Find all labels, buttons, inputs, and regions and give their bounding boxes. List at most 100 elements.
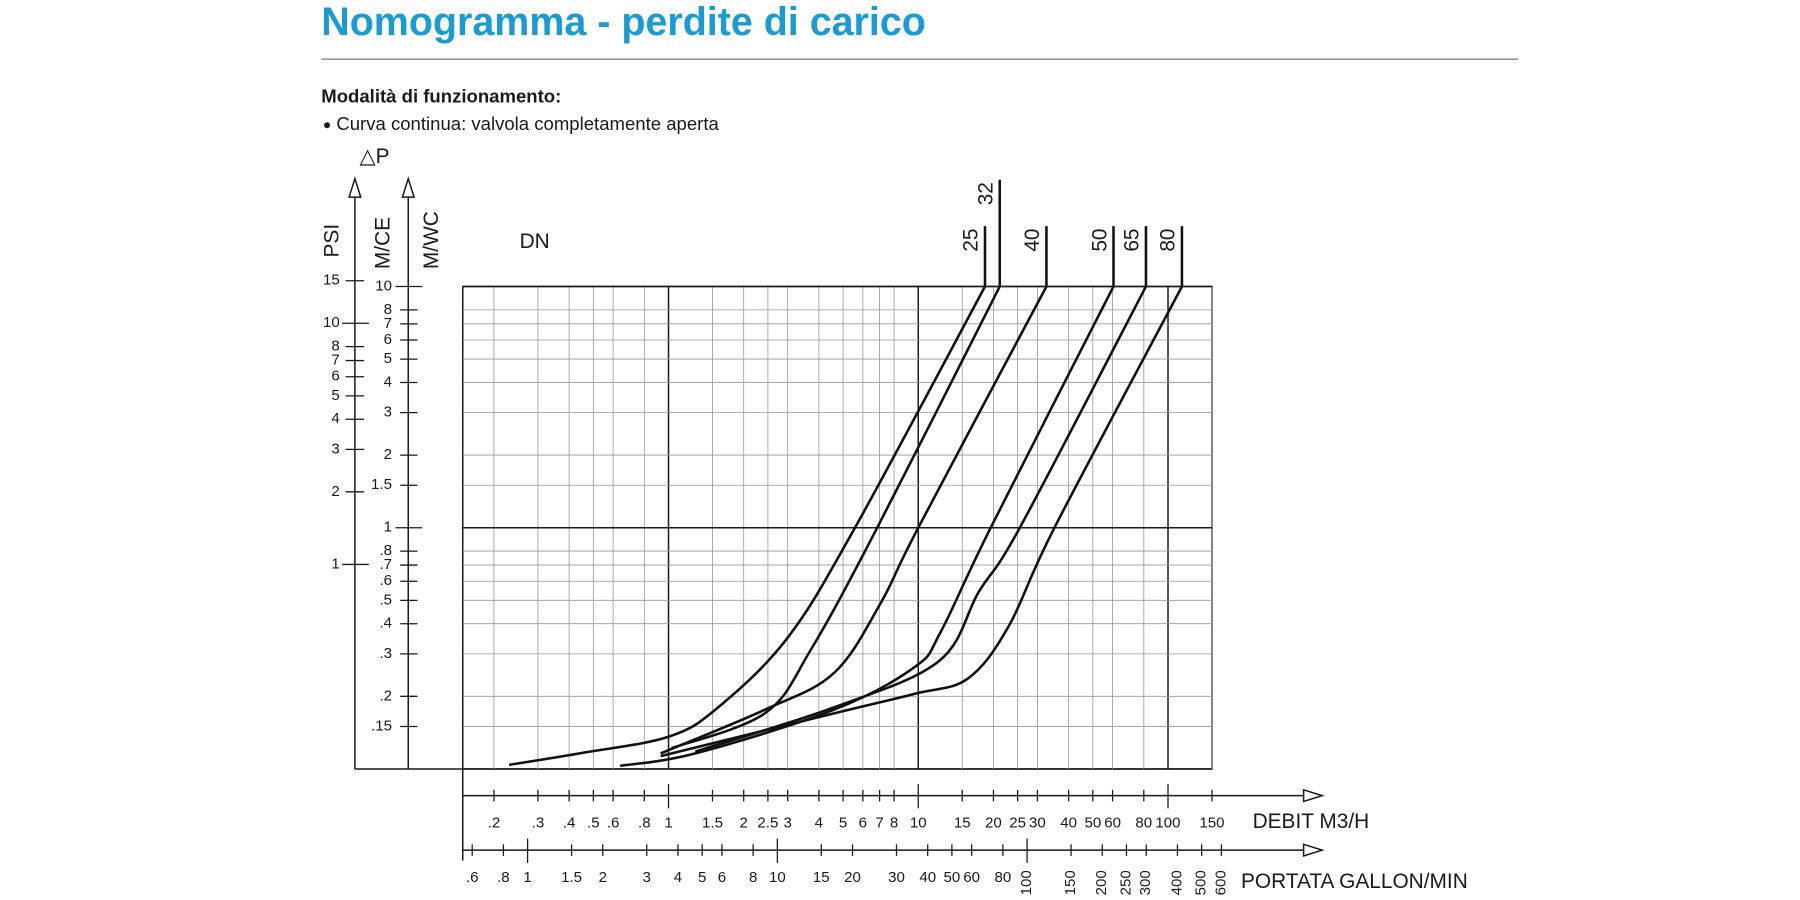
x-tick-label: .5 <box>587 814 600 831</box>
dn-curve <box>508 285 987 767</box>
dn-curve <box>694 285 1148 753</box>
y-tick-label: .7 <box>379 556 392 573</box>
y2-axis-label: PSI <box>320 224 343 258</box>
x2-tick-label: 200 <box>1093 870 1110 895</box>
x2-tick-label: 500 <box>1193 870 1210 895</box>
page-title: Nomogramma - perdite di carico <box>321 0 926 44</box>
y-tick-label: .4 <box>379 615 392 632</box>
dn-label: 65 <box>1121 228 1144 251</box>
x-tick-label: 8 <box>890 814 898 831</box>
y2-tick-label: 6 <box>331 368 339 385</box>
x-tick-label: 4 <box>815 814 823 831</box>
x2-tick-label: 80 <box>994 869 1011 886</box>
y2-tick-label: 5 <box>331 387 339 404</box>
x2-tick-label: 50 <box>944 869 961 886</box>
x-tick-label: .6 <box>607 814 620 831</box>
x-tick-label: 15 <box>954 814 971 831</box>
y-tick-label: 8 <box>384 301 392 318</box>
x-tick-label: .3 <box>532 814 545 831</box>
x-tick-label: 20 <box>985 814 1002 831</box>
bullet-text: Curva continua: valvola completamente ap… <box>336 113 719 134</box>
x-tick-label: 3 <box>783 814 791 831</box>
x-tick-label: 2.5 <box>757 814 778 831</box>
y-tick-label: .8 <box>379 542 392 559</box>
dn-curve <box>660 285 1184 758</box>
x2-axis-label: PORTATA GALLON/MIN <box>1241 870 1468 893</box>
x2-tick-label: 1.5 <box>561 869 582 886</box>
y2-tick-label: 8 <box>331 338 339 355</box>
x-tick-label: 7 <box>875 814 883 831</box>
x2-tick-label: 40 <box>919 869 936 886</box>
x2-tick-label: 6 <box>718 869 726 886</box>
x2-tick-label: 300 <box>1137 870 1154 895</box>
y2-tick-label: 1 <box>331 555 339 572</box>
dn-label: 80 <box>1157 228 1180 251</box>
x2-tick-label: 20 <box>844 869 861 886</box>
x-tick-label: 10 <box>910 814 927 831</box>
x-tick-label: 30 <box>1029 814 1046 831</box>
x2-tick-label: 30 <box>888 869 905 886</box>
x-tick-label: .4 <box>563 814 576 831</box>
x-axis-label: DEBIT M3/H <box>1253 810 1370 833</box>
y2-tick-label: 15 <box>323 272 340 289</box>
y-axis-label: M/CE <box>371 217 394 269</box>
x-tick-label: 5 <box>839 814 847 831</box>
x2-tick-label: 3 <box>643 869 651 886</box>
x2-tick-label: 1 <box>523 869 531 886</box>
y-tick-label: 2 <box>384 446 392 463</box>
section-heading: Modalità di funzionamento: <box>321 85 561 106</box>
y2-tick-label: 10 <box>323 314 340 331</box>
y-tick-label: 10 <box>375 277 392 294</box>
dn-label: 25 <box>960 228 983 251</box>
x2-tick-label: 400 <box>1168 870 1185 895</box>
x-tick-label: 2 <box>740 814 748 831</box>
dn-label: 50 <box>1088 228 1111 251</box>
x-tick-label: 150 <box>1199 814 1224 831</box>
y2-tick-label: 4 <box>331 410 339 427</box>
x2-tick-label: 4 <box>674 869 682 886</box>
y-tick-label: .6 <box>379 572 392 589</box>
x2-tick-label: .6 <box>466 869 479 886</box>
y-tick-label: .3 <box>379 645 392 662</box>
x2-tick-label: 150 <box>1062 870 1079 895</box>
x-tick-label: 1 <box>664 814 672 831</box>
y-tick-label: 6 <box>384 331 392 348</box>
y-tick-label: .5 <box>379 591 392 608</box>
x2-tick-label: 5 <box>698 869 706 886</box>
y-tick-label: 1.5 <box>371 476 392 493</box>
x-tick-label: .2 <box>488 814 501 831</box>
x-tick-label: 40 <box>1060 814 1077 831</box>
y-axis-label: M/WC <box>420 211 443 269</box>
x2-tick-label: .8 <box>497 869 510 886</box>
legend-title: DN <box>520 230 550 253</box>
x2-tick-label: 250 <box>1117 870 1134 895</box>
x-tick-label: .8 <box>638 814 651 831</box>
x-tick-label: 100 <box>1155 814 1180 831</box>
y-tick-label: 4 <box>384 373 392 390</box>
x-tick-label: 6 <box>859 814 867 831</box>
x-tick-label: 25 <box>1009 814 1026 831</box>
bullet <box>324 122 331 129</box>
dn-curve <box>619 285 1115 768</box>
axes <box>348 176 1325 861</box>
x2-tick-label: 8 <box>749 869 757 886</box>
x-tick-label: 1.5 <box>702 814 723 831</box>
y-tick-label: 7 <box>384 315 392 332</box>
x2-tick-label: 2 <box>599 869 607 886</box>
x-tick-label: 60 <box>1104 814 1121 831</box>
x-tick-label: 50 <box>1084 814 1101 831</box>
y-tick-label: 5 <box>384 350 392 367</box>
x2-tick-label: 100 <box>1018 870 1035 895</box>
y-tick-label: 1 <box>384 519 392 536</box>
dn-curve <box>671 285 1001 750</box>
x-tick-label: 80 <box>1135 814 1152 831</box>
x2-tick-label: 15 <box>813 869 830 886</box>
y2-tick-label: 7 <box>331 352 339 369</box>
x2-tick-label: 60 <box>963 869 980 886</box>
y-tick-label: .2 <box>379 687 392 704</box>
y-tick-label: .15 <box>371 717 392 734</box>
dn-label: 32 <box>975 182 998 205</box>
y-tick-label: 3 <box>384 404 392 421</box>
